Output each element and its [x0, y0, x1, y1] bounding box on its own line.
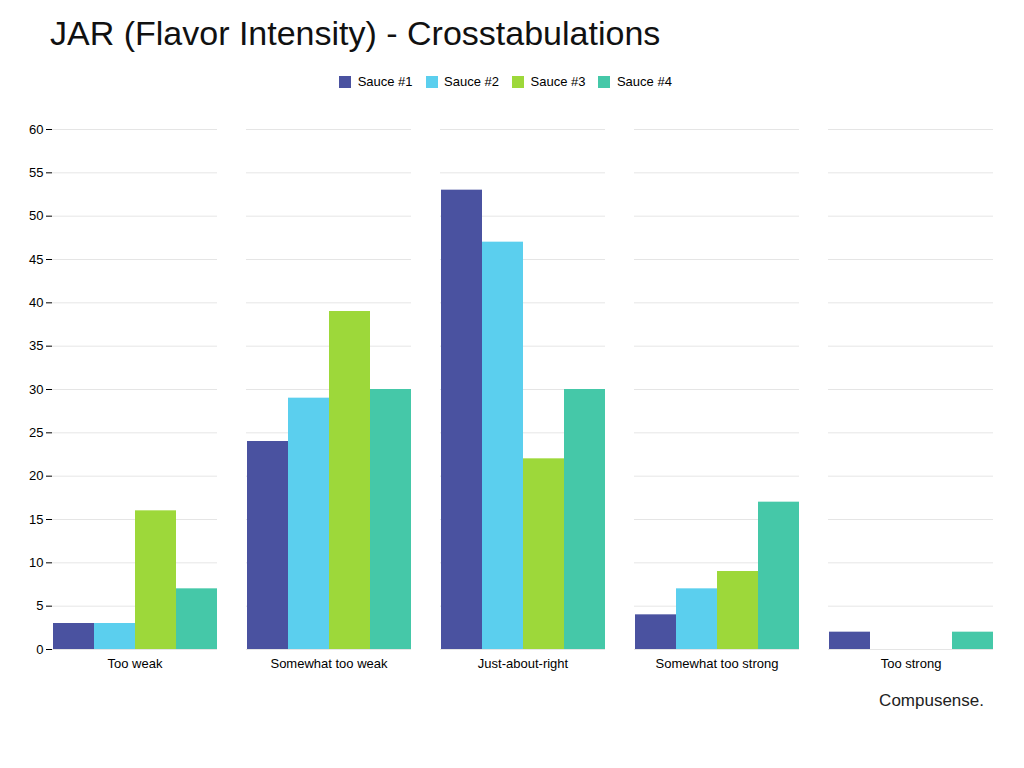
svg-text:Somewhat too weak: Somewhat too weak: [270, 655, 388, 670]
html-text:Sauce #1: Sauce #1: [357, 74, 413, 89]
svg-text:35: 35: [29, 338, 43, 353]
html-text:Sauce #2: Sauce #2: [444, 74, 499, 89]
svg-text:Too strong: Too strong: [881, 655, 942, 670]
html-text:Sauce #4: Sauce #4: [616, 74, 672, 89]
svg-text:15: 15: [29, 511, 43, 526]
svg-text:50: 50: [29, 208, 43, 223]
html-text:Sauce #3: Sauce #3: [530, 74, 586, 89]
html-text:JAR (Flavor Intensity) - Cross: JAR (Flavor Intensity) - Crosstabulation…: [50, 14, 661, 52]
svg-text:10: 10: [29, 554, 43, 569]
svg-text:25: 25: [29, 424, 43, 439]
svg-text:40: 40: [29, 294, 43, 309]
svg-text:Too weak: Too weak: [108, 655, 163, 670]
svg-text:60: 60: [29, 121, 43, 136]
svg-text:Somewhat too strong: Somewhat too strong: [656, 655, 779, 670]
html-text:Compusense.: Compusense.: [879, 690, 984, 710]
svg-text:55: 55: [29, 164, 43, 179]
svg-text:20: 20: [29, 468, 43, 483]
svg-text:0: 0: [36, 641, 43, 656]
svg-text:Just-about-right: Just-about-right: [478, 655, 569, 670]
svg-text:30: 30: [29, 381, 43, 396]
svg-text:5: 5: [36, 598, 43, 613]
svg-text:45: 45: [29, 251, 43, 266]
